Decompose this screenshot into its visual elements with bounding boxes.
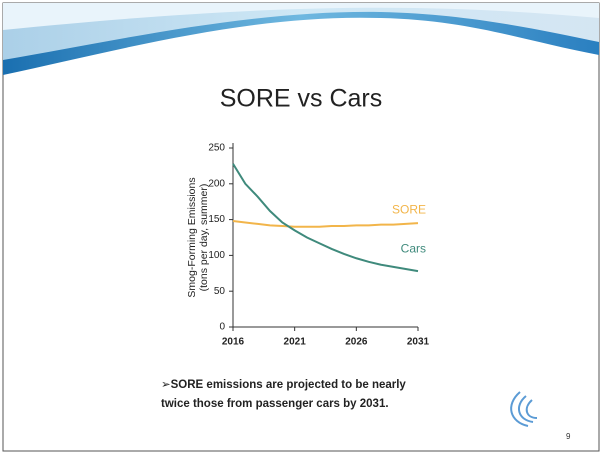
series-label: Cars xyxy=(401,241,426,255)
slide-number: 9 xyxy=(566,432,571,441)
data-line xyxy=(232,163,419,273)
bullet-line: ➢SORE emissions are projected to be near… xyxy=(161,379,406,391)
x-tick-label: 2016 xyxy=(222,337,245,348)
y-axis-label: Smog-Forming Emissions xyxy=(186,177,198,297)
x-tick-label: 2021 xyxy=(284,337,307,348)
header-wave-light xyxy=(3,3,599,60)
y-tick-label: 250 xyxy=(208,143,225,154)
series-label: SORE xyxy=(392,202,426,216)
y-axis-label: (tons per day, summer) xyxy=(198,184,210,292)
slide-title: SORE vs Cars xyxy=(220,85,383,113)
header-wave-top xyxy=(3,3,599,30)
y-tick-label: 200 xyxy=(208,178,225,189)
y-tick-label: 150 xyxy=(208,214,225,225)
y-tick-label: 50 xyxy=(214,286,226,297)
bullet-line: twice those from passenger cars by 2031. xyxy=(161,398,389,410)
y-tick-label: 100 xyxy=(208,250,225,261)
x-tick-label: 2031 xyxy=(407,337,430,348)
x-tick-label: 2026 xyxy=(345,337,368,348)
y-tick-label: 0 xyxy=(219,322,225,333)
bullet-text: ➢SORE emissions are projected to be near… xyxy=(161,379,406,410)
data-line xyxy=(232,220,419,228)
logo xyxy=(510,391,538,427)
